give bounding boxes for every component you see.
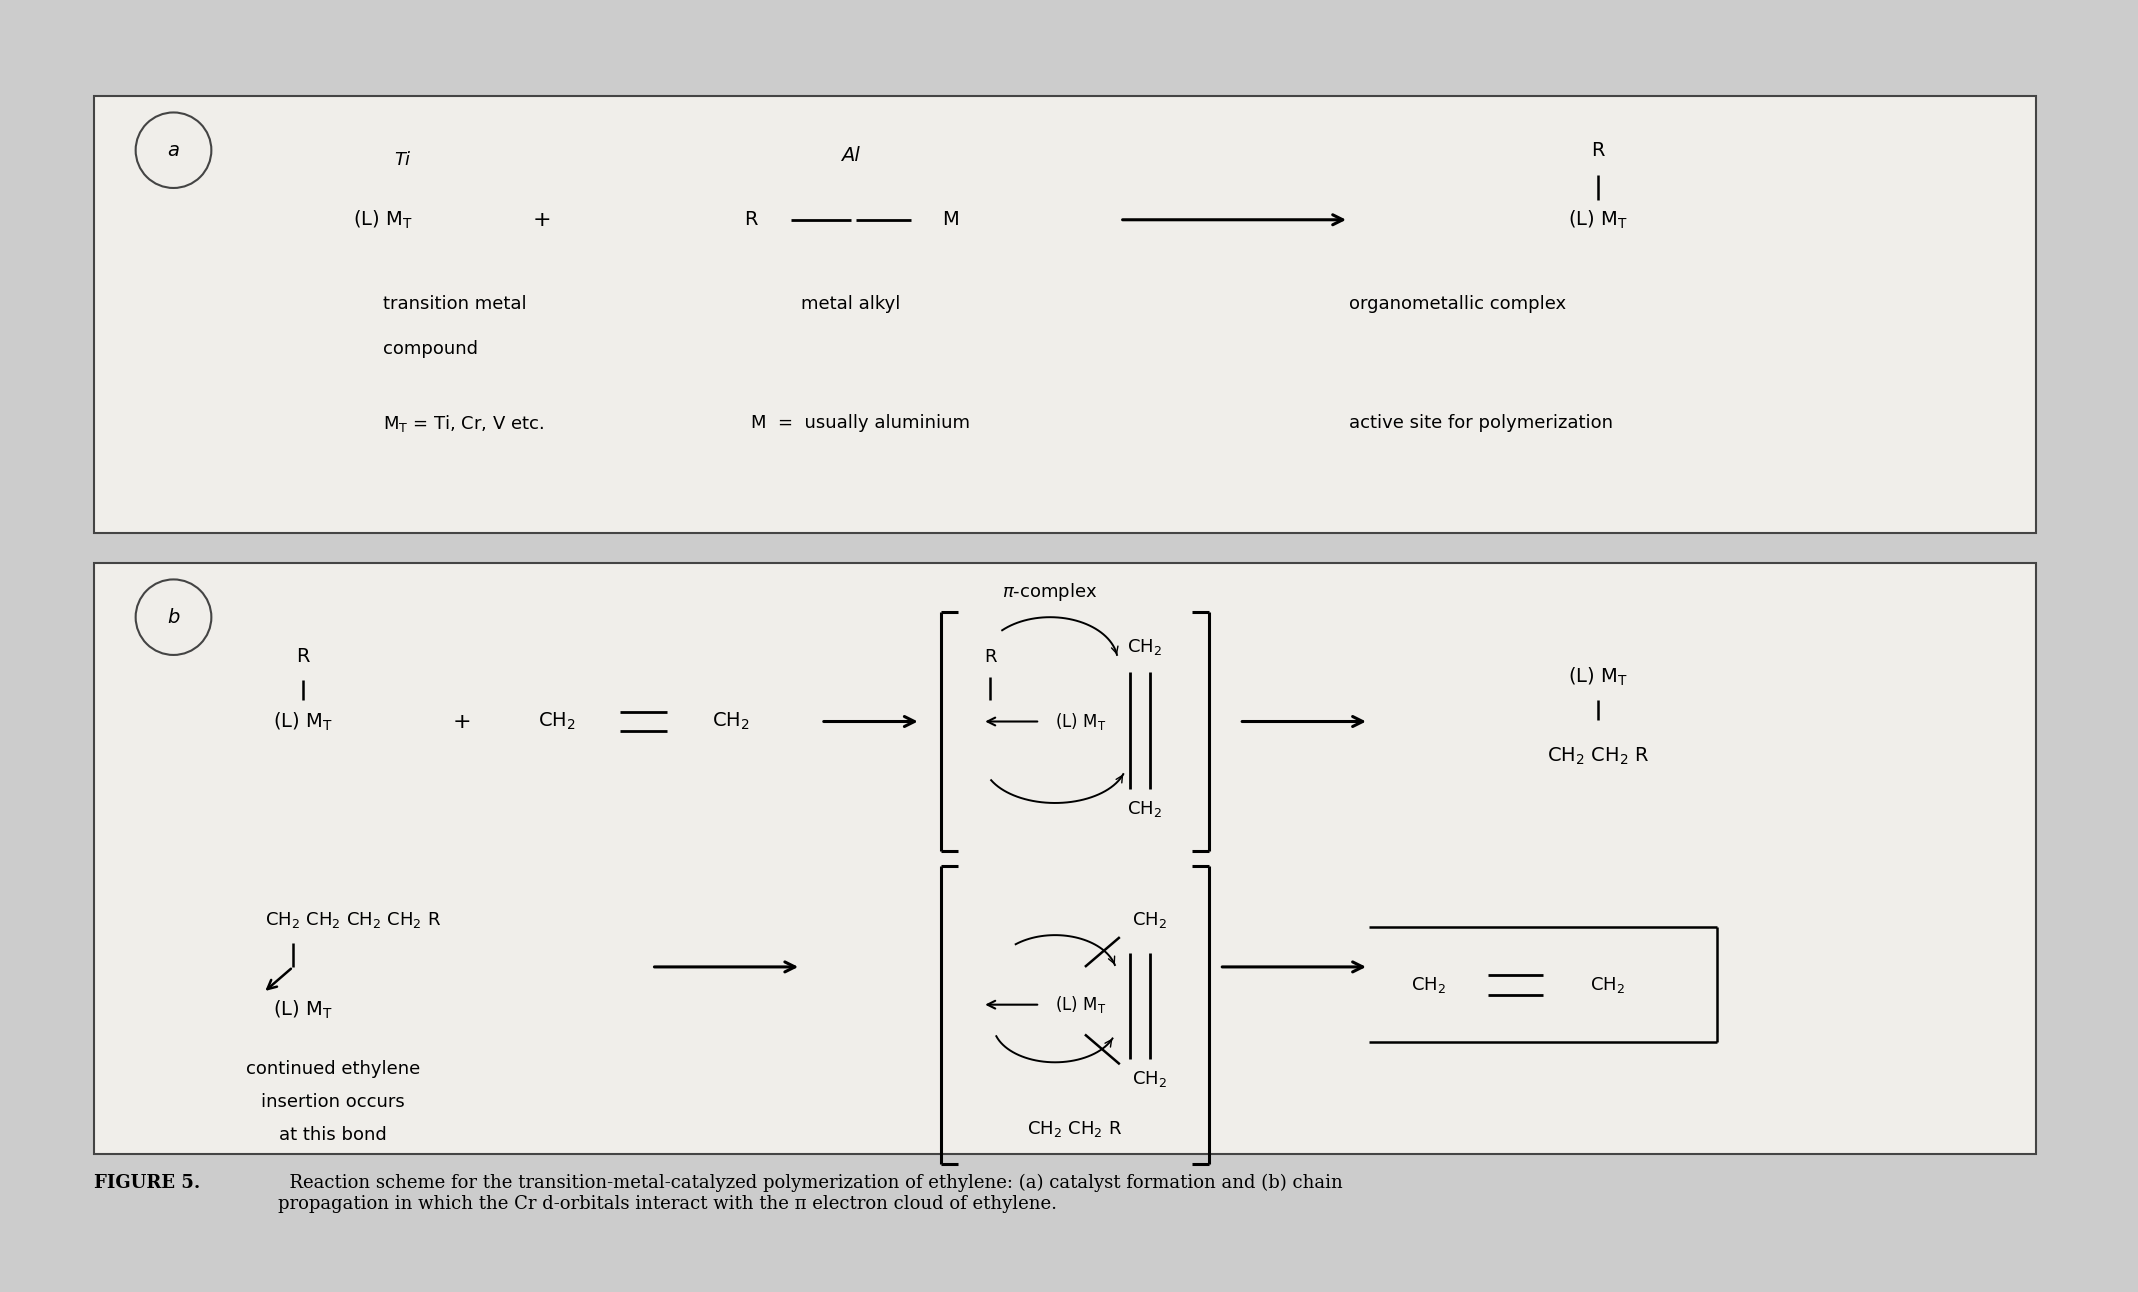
Text: CH$_2$: CH$_2$ (1591, 974, 1625, 995)
Text: M  =  usually aluminium: M = usually aluminium (750, 415, 971, 433)
Text: CH$_2$: CH$_2$ (539, 711, 575, 733)
Text: transition metal: transition metal (383, 295, 526, 313)
Text: CH$_2$: CH$_2$ (1133, 1070, 1167, 1089)
Text: (L) M$_\mathregular{T}$: (L) M$_\mathregular{T}$ (274, 711, 334, 733)
Text: $\pi$-complex: $\pi$-complex (1003, 581, 1097, 603)
Bar (94, 96, 2035, 532)
Text: (L) M$_\mathregular{T}$: (L) M$_\mathregular{T}$ (1054, 994, 1105, 1016)
Text: +: + (532, 209, 552, 230)
Text: compound: compound (383, 340, 477, 358)
Text: R: R (983, 647, 996, 665)
Text: insertion occurs: insertion occurs (261, 1093, 404, 1111)
Text: FIGURE 5.: FIGURE 5. (94, 1173, 201, 1191)
Text: CH$_2$: CH$_2$ (1127, 798, 1163, 819)
Text: Al: Al (842, 146, 859, 164)
Text: Reaction scheme for the transition-metal-catalyzed polymerization of ethylene: (: Reaction scheme for the transition-metal… (278, 1173, 1343, 1213)
Text: at this bond: at this bond (278, 1125, 387, 1143)
Text: CH$_2$: CH$_2$ (1127, 637, 1163, 658)
Text: R: R (297, 647, 310, 667)
Text: R: R (744, 211, 759, 229)
Text: (L) M$_\mathregular{T}$: (L) M$_\mathregular{T}$ (274, 999, 334, 1021)
Text: M: M (943, 211, 958, 229)
Text: metal alkyl: metal alkyl (802, 295, 900, 313)
Text: active site for polymerization: active site for polymerization (1349, 415, 1612, 433)
Text: (L) M$_\mathregular{T}$: (L) M$_\mathregular{T}$ (1054, 711, 1105, 733)
Text: CH$_2$: CH$_2$ (1411, 974, 1445, 995)
Text: a: a (167, 141, 180, 160)
Text: organometallic complex: organometallic complex (1349, 295, 1565, 313)
Text: (L) M$_\mathregular{T}$: (L) M$_\mathregular{T}$ (1567, 208, 1627, 231)
Text: CH$_2$: CH$_2$ (712, 711, 750, 733)
Circle shape (135, 112, 212, 187)
Text: (L) M$_\mathregular{T}$: (L) M$_\mathregular{T}$ (1567, 665, 1627, 687)
Text: M$_\mathregular{T}$ = Ti, Cr, V etc.: M$_\mathregular{T}$ = Ti, Cr, V etc. (383, 413, 543, 434)
Text: R: R (1591, 141, 1606, 160)
Bar (94, 562, 2035, 1154)
Text: CH$_2$ CH$_2$ R: CH$_2$ CH$_2$ R (1546, 745, 1648, 767)
Text: CH$_2$ CH$_2$ CH$_2$ CH$_2$ R: CH$_2$ CH$_2$ CH$_2$ CH$_2$ R (265, 911, 440, 930)
Text: b: b (167, 607, 180, 627)
Text: +: + (453, 712, 472, 731)
Text: Ti: Ti (396, 151, 410, 169)
Text: (L) M$_\mathregular{T}$: (L) M$_\mathregular{T}$ (353, 208, 413, 231)
Text: CH$_2$: CH$_2$ (1133, 911, 1167, 930)
Text: continued ethylene: continued ethylene (246, 1061, 419, 1079)
Circle shape (135, 579, 212, 655)
Text: CH$_2$ CH$_2$ R: CH$_2$ CH$_2$ R (1028, 1119, 1122, 1138)
